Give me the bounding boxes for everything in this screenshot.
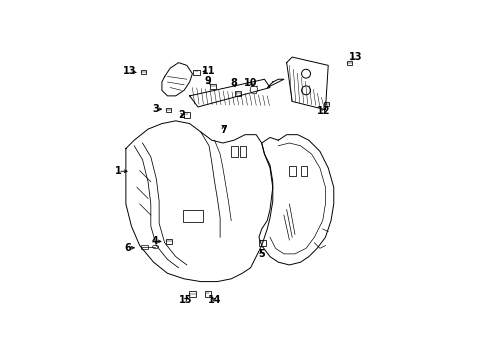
Bar bbox=[165, 239, 172, 244]
Bar bbox=[210, 84, 216, 89]
Bar bbox=[193, 69, 200, 75]
Text: 6: 6 bbox=[124, 243, 131, 253]
Text: 15: 15 bbox=[178, 294, 192, 305]
Bar bbox=[183, 112, 189, 118]
Text: 3: 3 bbox=[152, 104, 159, 114]
Bar bbox=[346, 60, 351, 65]
Bar bbox=[239, 146, 246, 157]
Bar bbox=[166, 108, 171, 112]
Bar bbox=[231, 146, 238, 157]
Bar bbox=[204, 291, 210, 297]
Text: 4: 4 bbox=[151, 237, 158, 246]
Text: 1: 1 bbox=[115, 166, 121, 176]
Text: 13: 13 bbox=[122, 67, 136, 76]
Text: 11: 11 bbox=[202, 67, 215, 76]
Text: 10: 10 bbox=[244, 77, 257, 87]
Text: 5: 5 bbox=[257, 249, 264, 260]
Bar bbox=[300, 166, 306, 176]
Text: 2: 2 bbox=[178, 110, 185, 120]
Bar bbox=[141, 245, 148, 249]
Text: 9: 9 bbox=[204, 76, 211, 86]
Bar bbox=[183, 210, 203, 222]
Text: 7: 7 bbox=[220, 125, 226, 135]
Text: 8: 8 bbox=[230, 78, 237, 89]
Bar bbox=[289, 166, 295, 176]
Text: 13: 13 bbox=[348, 52, 362, 62]
Bar bbox=[324, 102, 328, 106]
Bar bbox=[141, 70, 146, 75]
Bar bbox=[188, 291, 196, 297]
Text: 12: 12 bbox=[316, 106, 329, 116]
Text: 14: 14 bbox=[207, 294, 221, 305]
Bar bbox=[259, 240, 265, 246]
Bar bbox=[235, 91, 241, 96]
